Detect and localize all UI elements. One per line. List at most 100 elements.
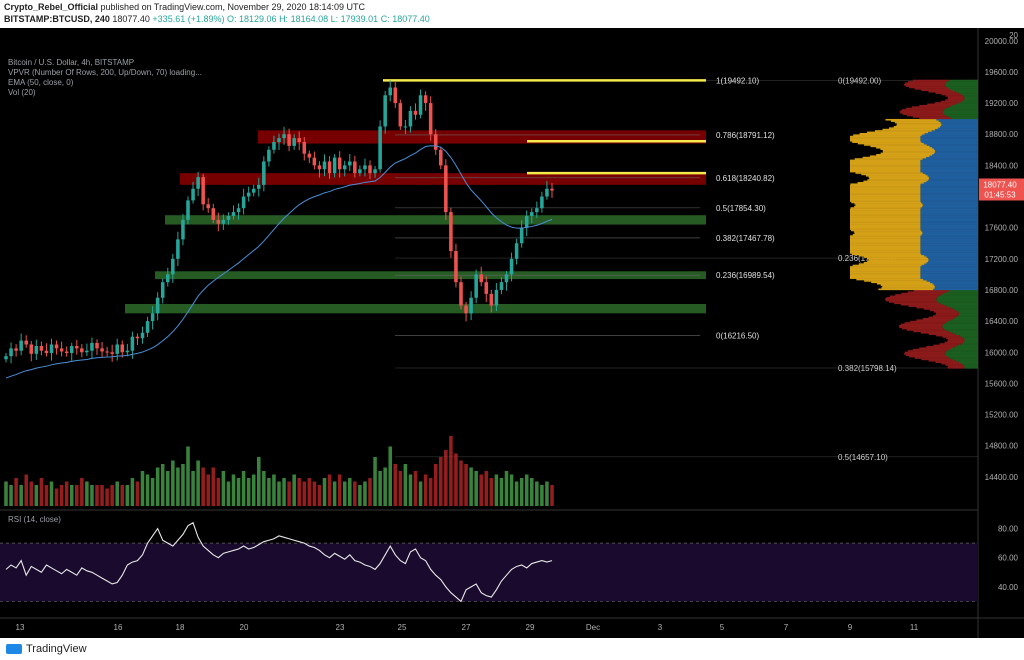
candle: [484, 282, 489, 294]
vpvr-up-bar: [923, 142, 978, 145]
vpvr-up-bar: [929, 281, 978, 284]
vpvr-down-bar: [870, 145, 930, 148]
vpvr-down-bar: [894, 302, 941, 305]
vpvr-down-bar: [919, 117, 952, 120]
vpvr-up-bar: [945, 85, 978, 87]
vpvr-down-bar: [914, 357, 950, 359]
legend-vpvr[interactable]: VPVR (Number Of Rows, 200, Up/Down, 70) …: [8, 68, 202, 77]
vpvr-down-bar: [908, 305, 947, 307]
symbol-label[interactable]: BITSTAMP:BTCUSD, 240: [4, 14, 110, 24]
vpvr-down-bar: [928, 360, 956, 362]
vpvr-up-bar: [944, 113, 978, 115]
rsi-axis-label: 40.00: [998, 583, 1019, 592]
vpvr-down-bar: [858, 263, 925, 265]
volume-bar: [196, 460, 200, 506]
vpvr-up-bar: [937, 301, 978, 303]
rsi-label: RSI (14, close): [8, 515, 61, 524]
vpvr-up-bar: [920, 267, 978, 270]
vpvr-down-bar: [850, 190, 921, 193]
vpvr-up-bar: [954, 346, 978, 348]
price-axis-label: 14800.00: [985, 442, 1019, 451]
vpvr-up-bar: [936, 298, 978, 300]
vpvr-up-bar: [933, 288, 978, 291]
vpvr-down-bar: [921, 358, 953, 361]
vpvr-up-bar: [942, 111, 978, 114]
date-axis-label: 3: [658, 623, 663, 632]
vpvr-up-bar: [963, 99, 978, 101]
vpvr-up-bar: [920, 194, 978, 197]
vpvr-up-bar: [922, 203, 978, 205]
candle: [75, 346, 79, 349]
vpvr-up-bar: [942, 110, 978, 113]
legend-symbol[interactable]: Bitcoin / U.S. Dollar, 4h, BITSTAMP: [8, 58, 135, 67]
candle: [49, 344, 54, 354]
volume-bar: [479, 474, 483, 506]
legend-volume[interactable]: Vol (20): [8, 88, 36, 97]
vpvr-down-bar: [850, 277, 921, 279]
vpvr-up-bar: [926, 180, 978, 183]
candle: [307, 153, 312, 158]
candle: [140, 332, 145, 339]
vpvr-down-bar: [850, 270, 921, 272]
volume-bar: [64, 481, 69, 506]
vpvr-up-bar: [920, 270, 978, 272]
vpvr-up-bar: [948, 348, 978, 351]
candle: [125, 350, 130, 353]
vpvr-down-bar: [935, 312, 960, 314]
vpvr-down-bar: [850, 246, 921, 249]
vpvr-up-bar: [929, 155, 978, 157]
vpvr-up-bar: [928, 259, 978, 261]
vpvr-down-bar: [941, 362, 962, 365]
footer: TradingView: [0, 638, 1024, 660]
volume-bar: [297, 478, 301, 506]
vpvr-down-bar: [885, 118, 937, 121]
vpvr-up-bar: [920, 246, 978, 249]
vpvr-up-bar: [926, 280, 978, 282]
vpvr-down-bar: [850, 217, 921, 219]
candle: [348, 161, 352, 166]
vpvr-up-bar: [941, 123, 978, 125]
vpvr-down-bar: [945, 364, 964, 366]
volume-bar: [221, 471, 226, 506]
volume-bar: [499, 478, 504, 506]
vpvr-down-bar: [850, 225, 921, 228]
vpvr-up-bar: [938, 120, 978, 122]
vpvr-down-bar: [876, 153, 933, 156]
vpvr-down-bar: [927, 103, 956, 106]
price-axis-label: 18800.00: [985, 130, 1019, 139]
vpvr-up-bar: [950, 306, 978, 309]
vpvr-up-bar: [920, 169, 978, 172]
vpvr-down-bar: [880, 284, 935, 286]
tradingview-logo[interactable]: TradingView: [6, 643, 87, 655]
vpvr-down-bar: [854, 232, 923, 235]
volume-bar: [292, 474, 296, 506]
volume-bar: [444, 450, 448, 506]
vpvr-down-bar: [864, 256, 927, 258]
vpvr-down-bar: [850, 215, 921, 218]
vpvr-down-bar: [919, 104, 952, 107]
vpvr-up-bar: [961, 100, 978, 103]
legend-ema[interactable]: EMA (50, close, 0): [8, 78, 74, 87]
author-name[interactable]: Crypto_Rebel_Official: [4, 2, 99, 12]
vpvr-down-bar: [941, 93, 962, 96]
vpvr-up-bar: [948, 106, 978, 108]
candle: [85, 350, 89, 353]
candle: [166, 274, 170, 283]
volume-bar: [110, 485, 114, 506]
price-axis-label: 20: [1009, 31, 1018, 40]
chart-svg[interactable]: 20000.00 19600.00 19200.00 18800.00 18400.00…: [0, 28, 1024, 638]
volume-bar: [363, 481, 367, 506]
vpvr-up-bar: [920, 277, 978, 279]
vpvr-up-bar: [926, 156, 978, 159]
vpvr-down-bar: [898, 324, 943, 327]
vpvr-down-bar: [922, 317, 954, 320]
vpvr-up-bar: [920, 186, 978, 188]
volume-bar: [236, 478, 241, 506]
volume-bar: [368, 478, 372, 506]
vpvr-down-bar: [850, 162, 921, 164]
volume-bar: [150, 478, 155, 506]
chart-area[interactable]: 20000.00 19600.00 19200.00 18800.00 18400.00…: [0, 28, 1024, 638]
vpvr-up-bar: [920, 159, 978, 162]
volume-bar: [4, 481, 8, 506]
vpvr-down-bar: [850, 236, 921, 239]
